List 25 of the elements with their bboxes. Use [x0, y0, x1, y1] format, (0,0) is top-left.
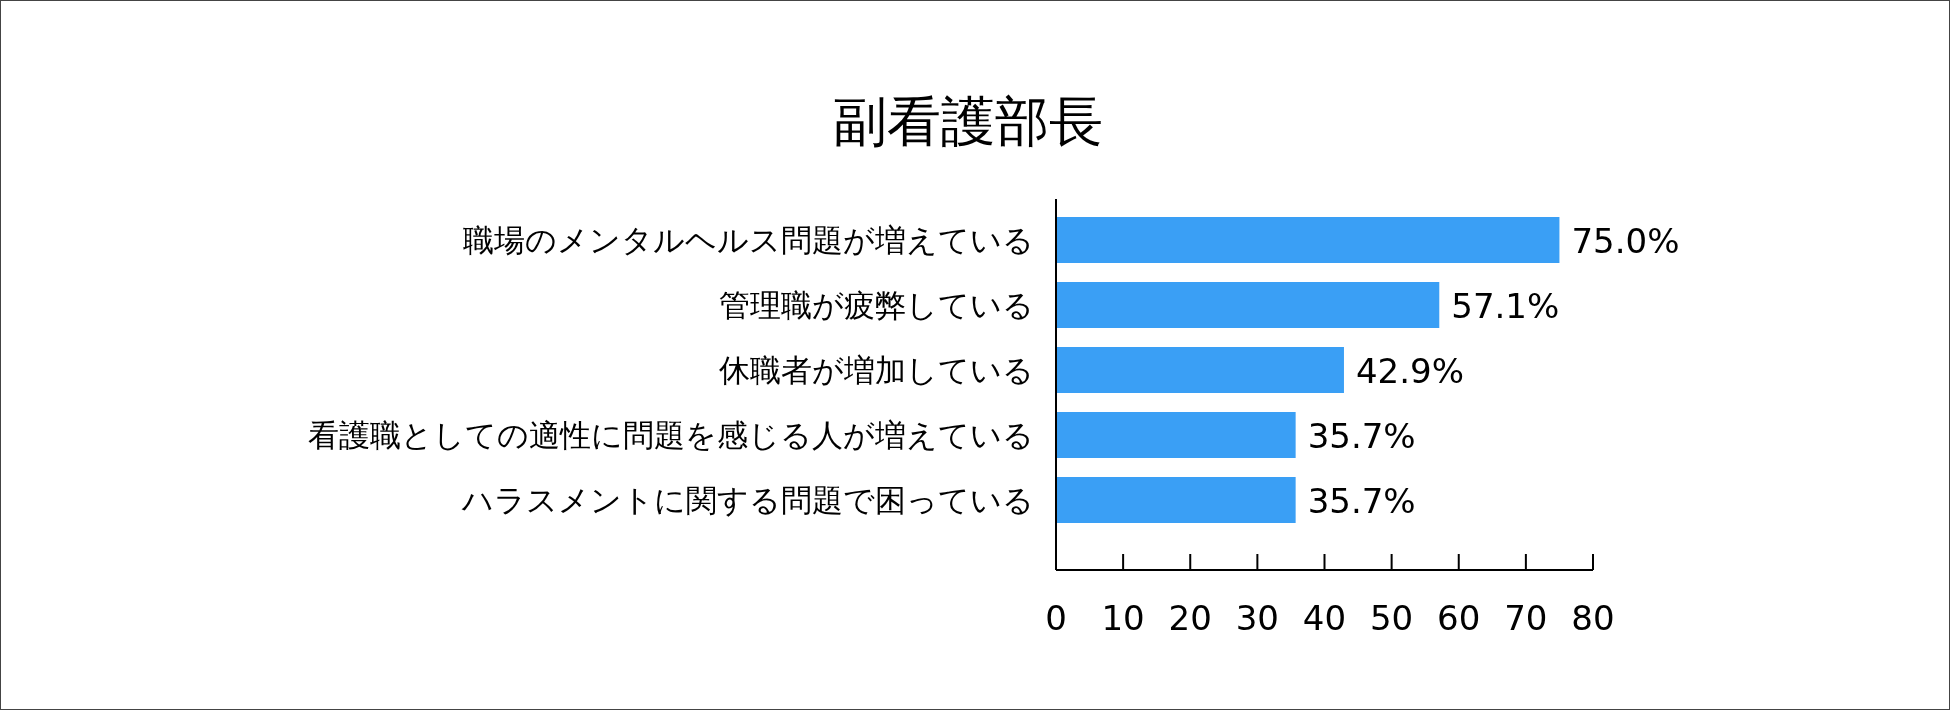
x-tick-label: 60: [1437, 598, 1481, 638]
bar: [1056, 282, 1440, 328]
y-tick-label: 休職者が増加している: [719, 352, 1034, 388]
x-tick-label: 50: [1369, 598, 1414, 638]
chart-title: 副看護部長: [833, 90, 1103, 153]
data-label: 57.1%: [1451, 286, 1560, 326]
x-tick-label: 30: [1235, 598, 1280, 638]
x-tick-label: 0: [1045, 598, 1067, 638]
y-tick-label: 看護職としての適性に問題を感じる人が増えている: [308, 417, 1034, 453]
x-tick-label: 10: [1101, 598, 1145, 638]
data-label: 35.7%: [1307, 481, 1416, 521]
x-tick-label: 20: [1168, 598, 1212, 638]
y-tick-label: ハラスメントに関する問題で困っている: [461, 482, 1034, 518]
y-tick-label: 管理職が疲弊している: [719, 287, 1034, 323]
data-label: 35.7%: [1307, 416, 1416, 456]
data-label: 42.9%: [1355, 351, 1464, 391]
data-label: 75.0%: [1571, 221, 1680, 261]
bar: [1056, 477, 1296, 523]
bar: [1056, 347, 1344, 393]
y-tick-label: 職場のメンタルヘルス問題が増えている: [463, 222, 1034, 258]
x-tick-label: 70: [1504, 598, 1548, 638]
x-tick-label: 80: [1571, 598, 1615, 638]
bar: [1056, 412, 1296, 458]
bar: [1056, 217, 1560, 263]
x-tick-label: 40: [1302, 598, 1347, 638]
